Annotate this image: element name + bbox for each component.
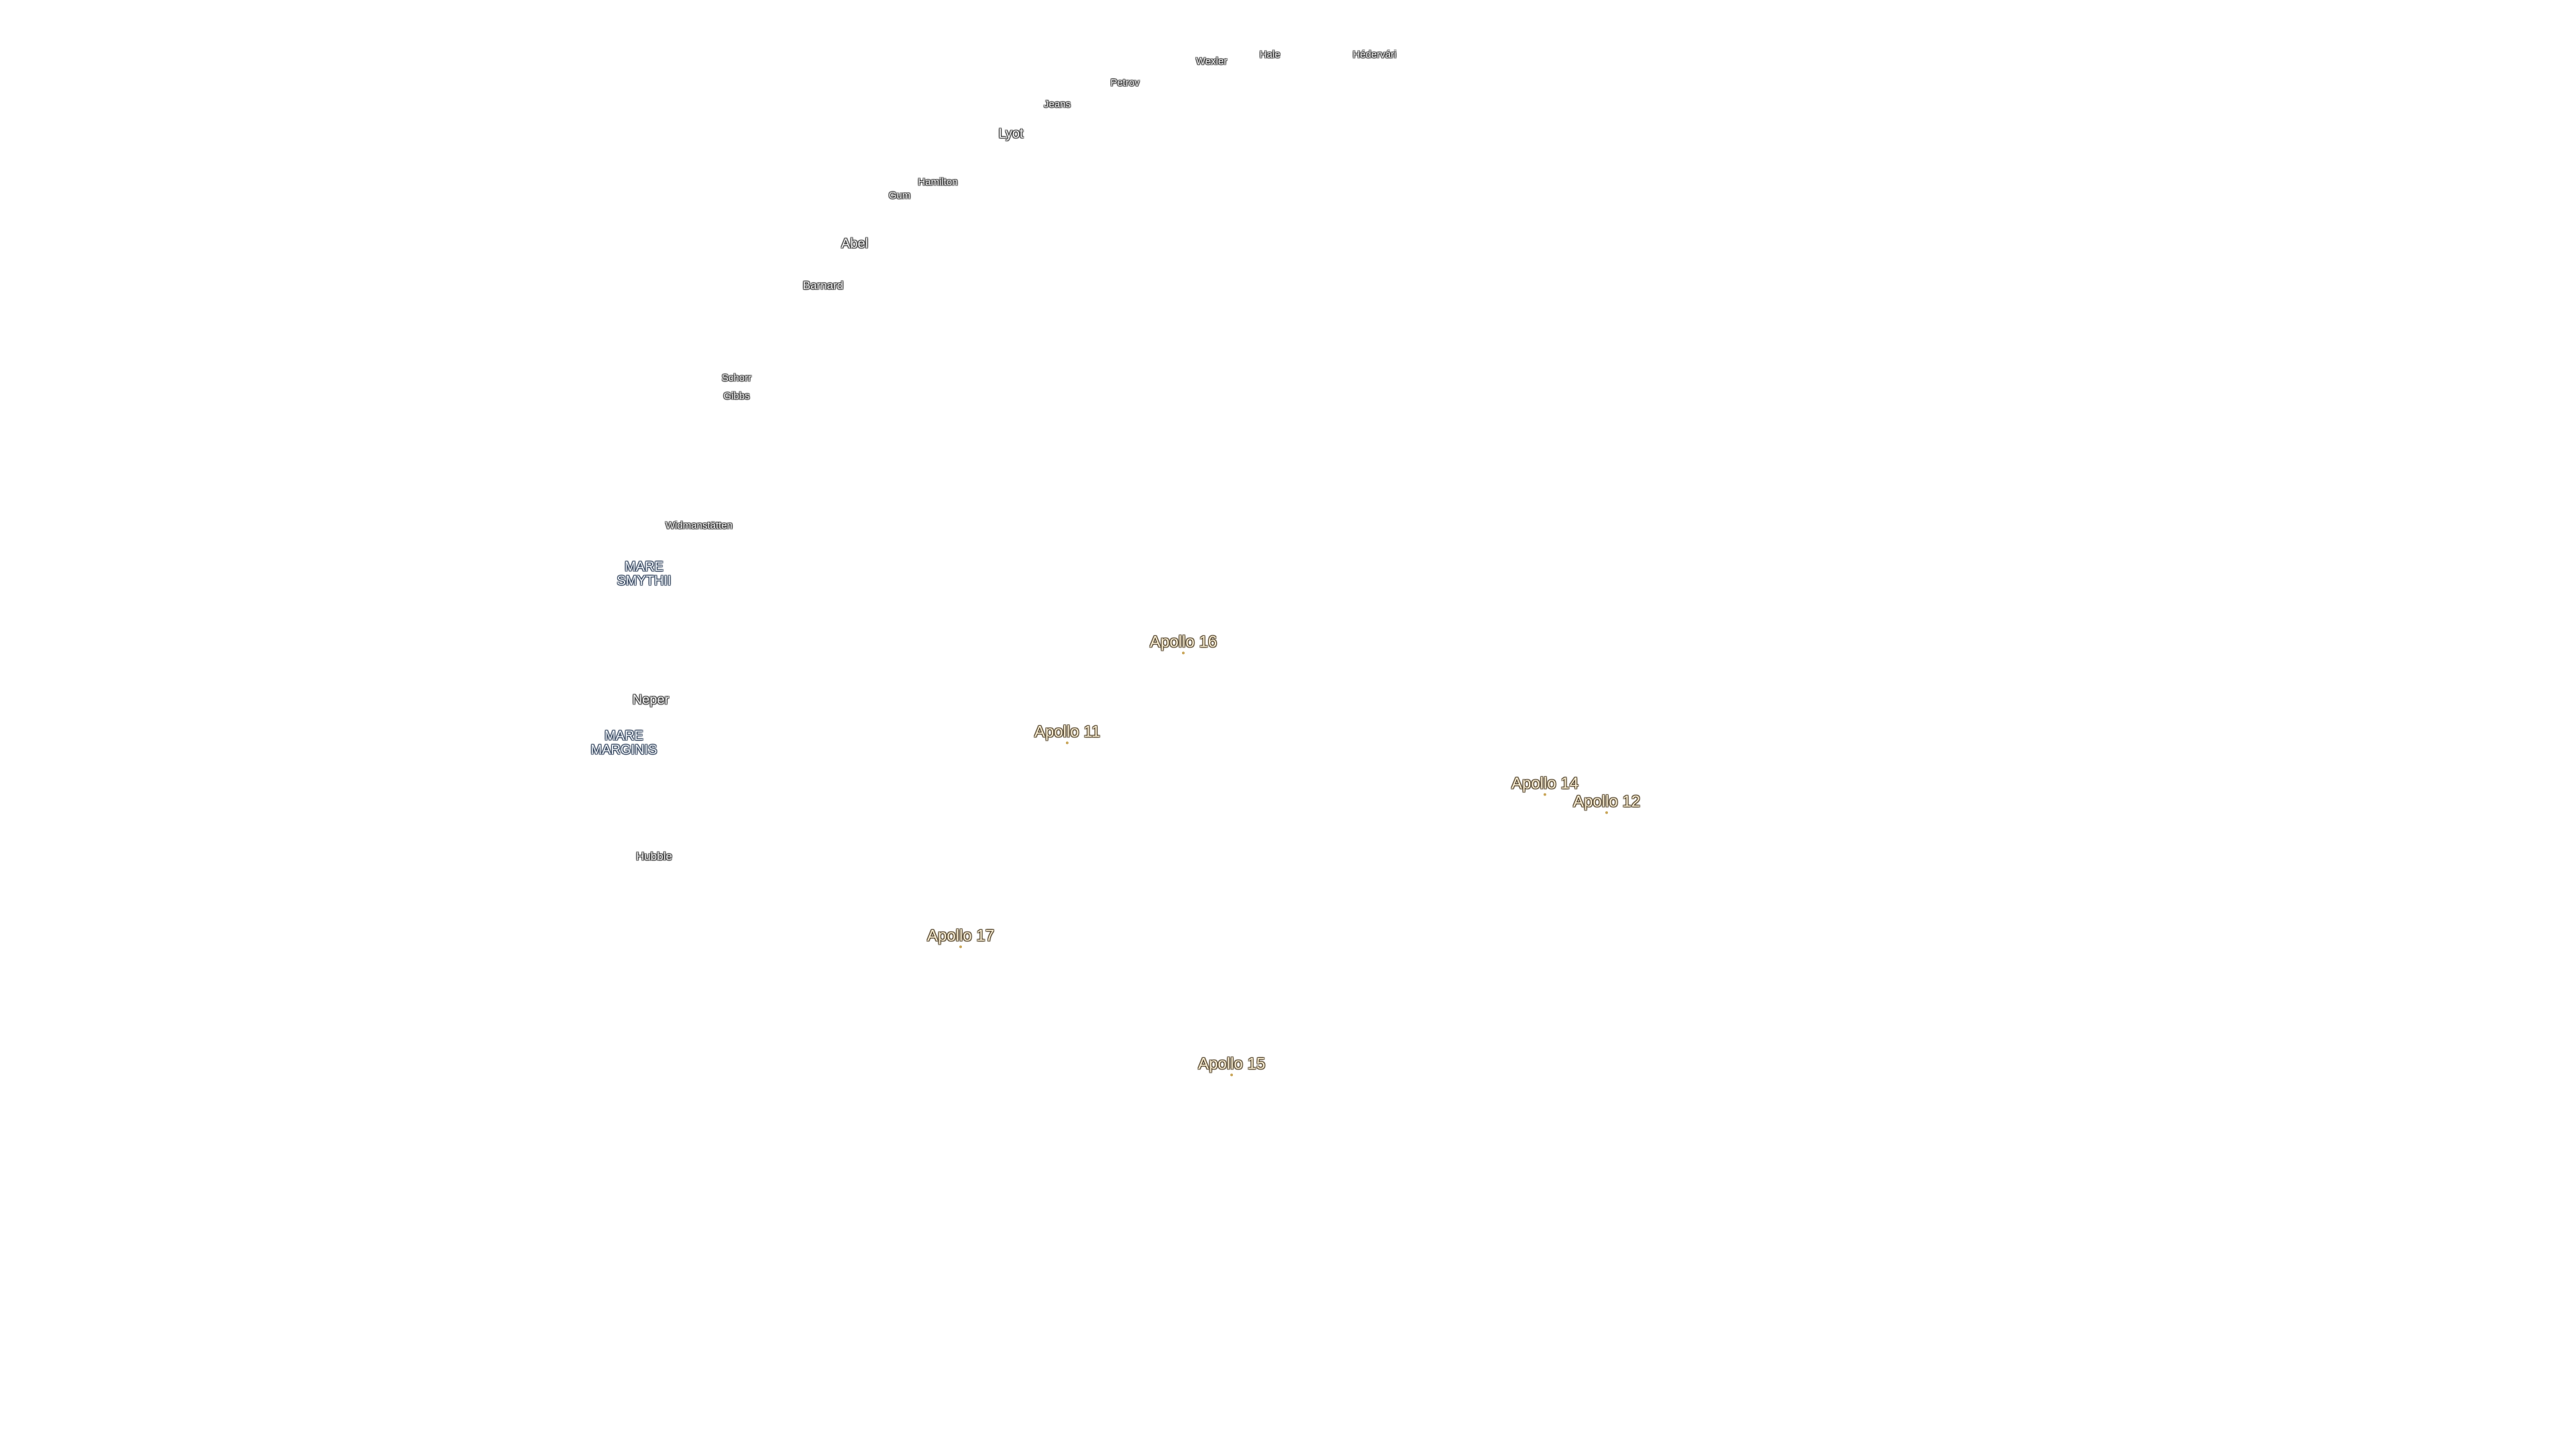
crater-label[interactable]: Schorr: [721, 372, 752, 384]
crater-label[interactable]: Hale: [1259, 49, 1281, 61]
mare-label[interactable]: MARE SMYTHII: [616, 559, 672, 588]
crater-label[interactable]: Neper: [632, 692, 669, 708]
landing-site-label[interactable]: Apollo 12: [1572, 792, 1641, 814]
crater-label[interactable]: Hédervári: [1352, 49, 1397, 61]
crater-label[interactable]: Wexler: [1195, 56, 1228, 68]
landing-site-label[interactable]: Apollo 17: [926, 926, 995, 949]
crater-label[interactable]: Abel: [841, 236, 869, 252]
crater-label[interactable]: Gum: [888, 190, 911, 202]
crater-label[interactable]: Lyot: [998, 126, 1024, 142]
mare-label[interactable]: MARE MARGINIS: [590, 729, 657, 757]
crater-label[interactable]: Hamilton: [918, 176, 958, 189]
landing-site-label[interactable]: Apollo 14: [1511, 774, 1579, 796]
crater-label[interactable]: Barnard: [802, 279, 844, 292]
landing-site-label[interactable]: Apollo 15: [1197, 1055, 1266, 1077]
crater-label[interactable]: Hubble: [636, 850, 672, 863]
crater-label[interactable]: Widmanstätten: [665, 520, 733, 532]
crater-label[interactable]: Petrov: [1110, 77, 1140, 89]
landing-site-label[interactable]: Apollo 11: [1034, 722, 1101, 745]
landing-site-label[interactable]: Apollo 16: [1149, 633, 1218, 655]
crater-label[interactable]: Jeans: [1043, 99, 1071, 111]
crater-label[interactable]: Gibbs: [723, 390, 750, 402]
